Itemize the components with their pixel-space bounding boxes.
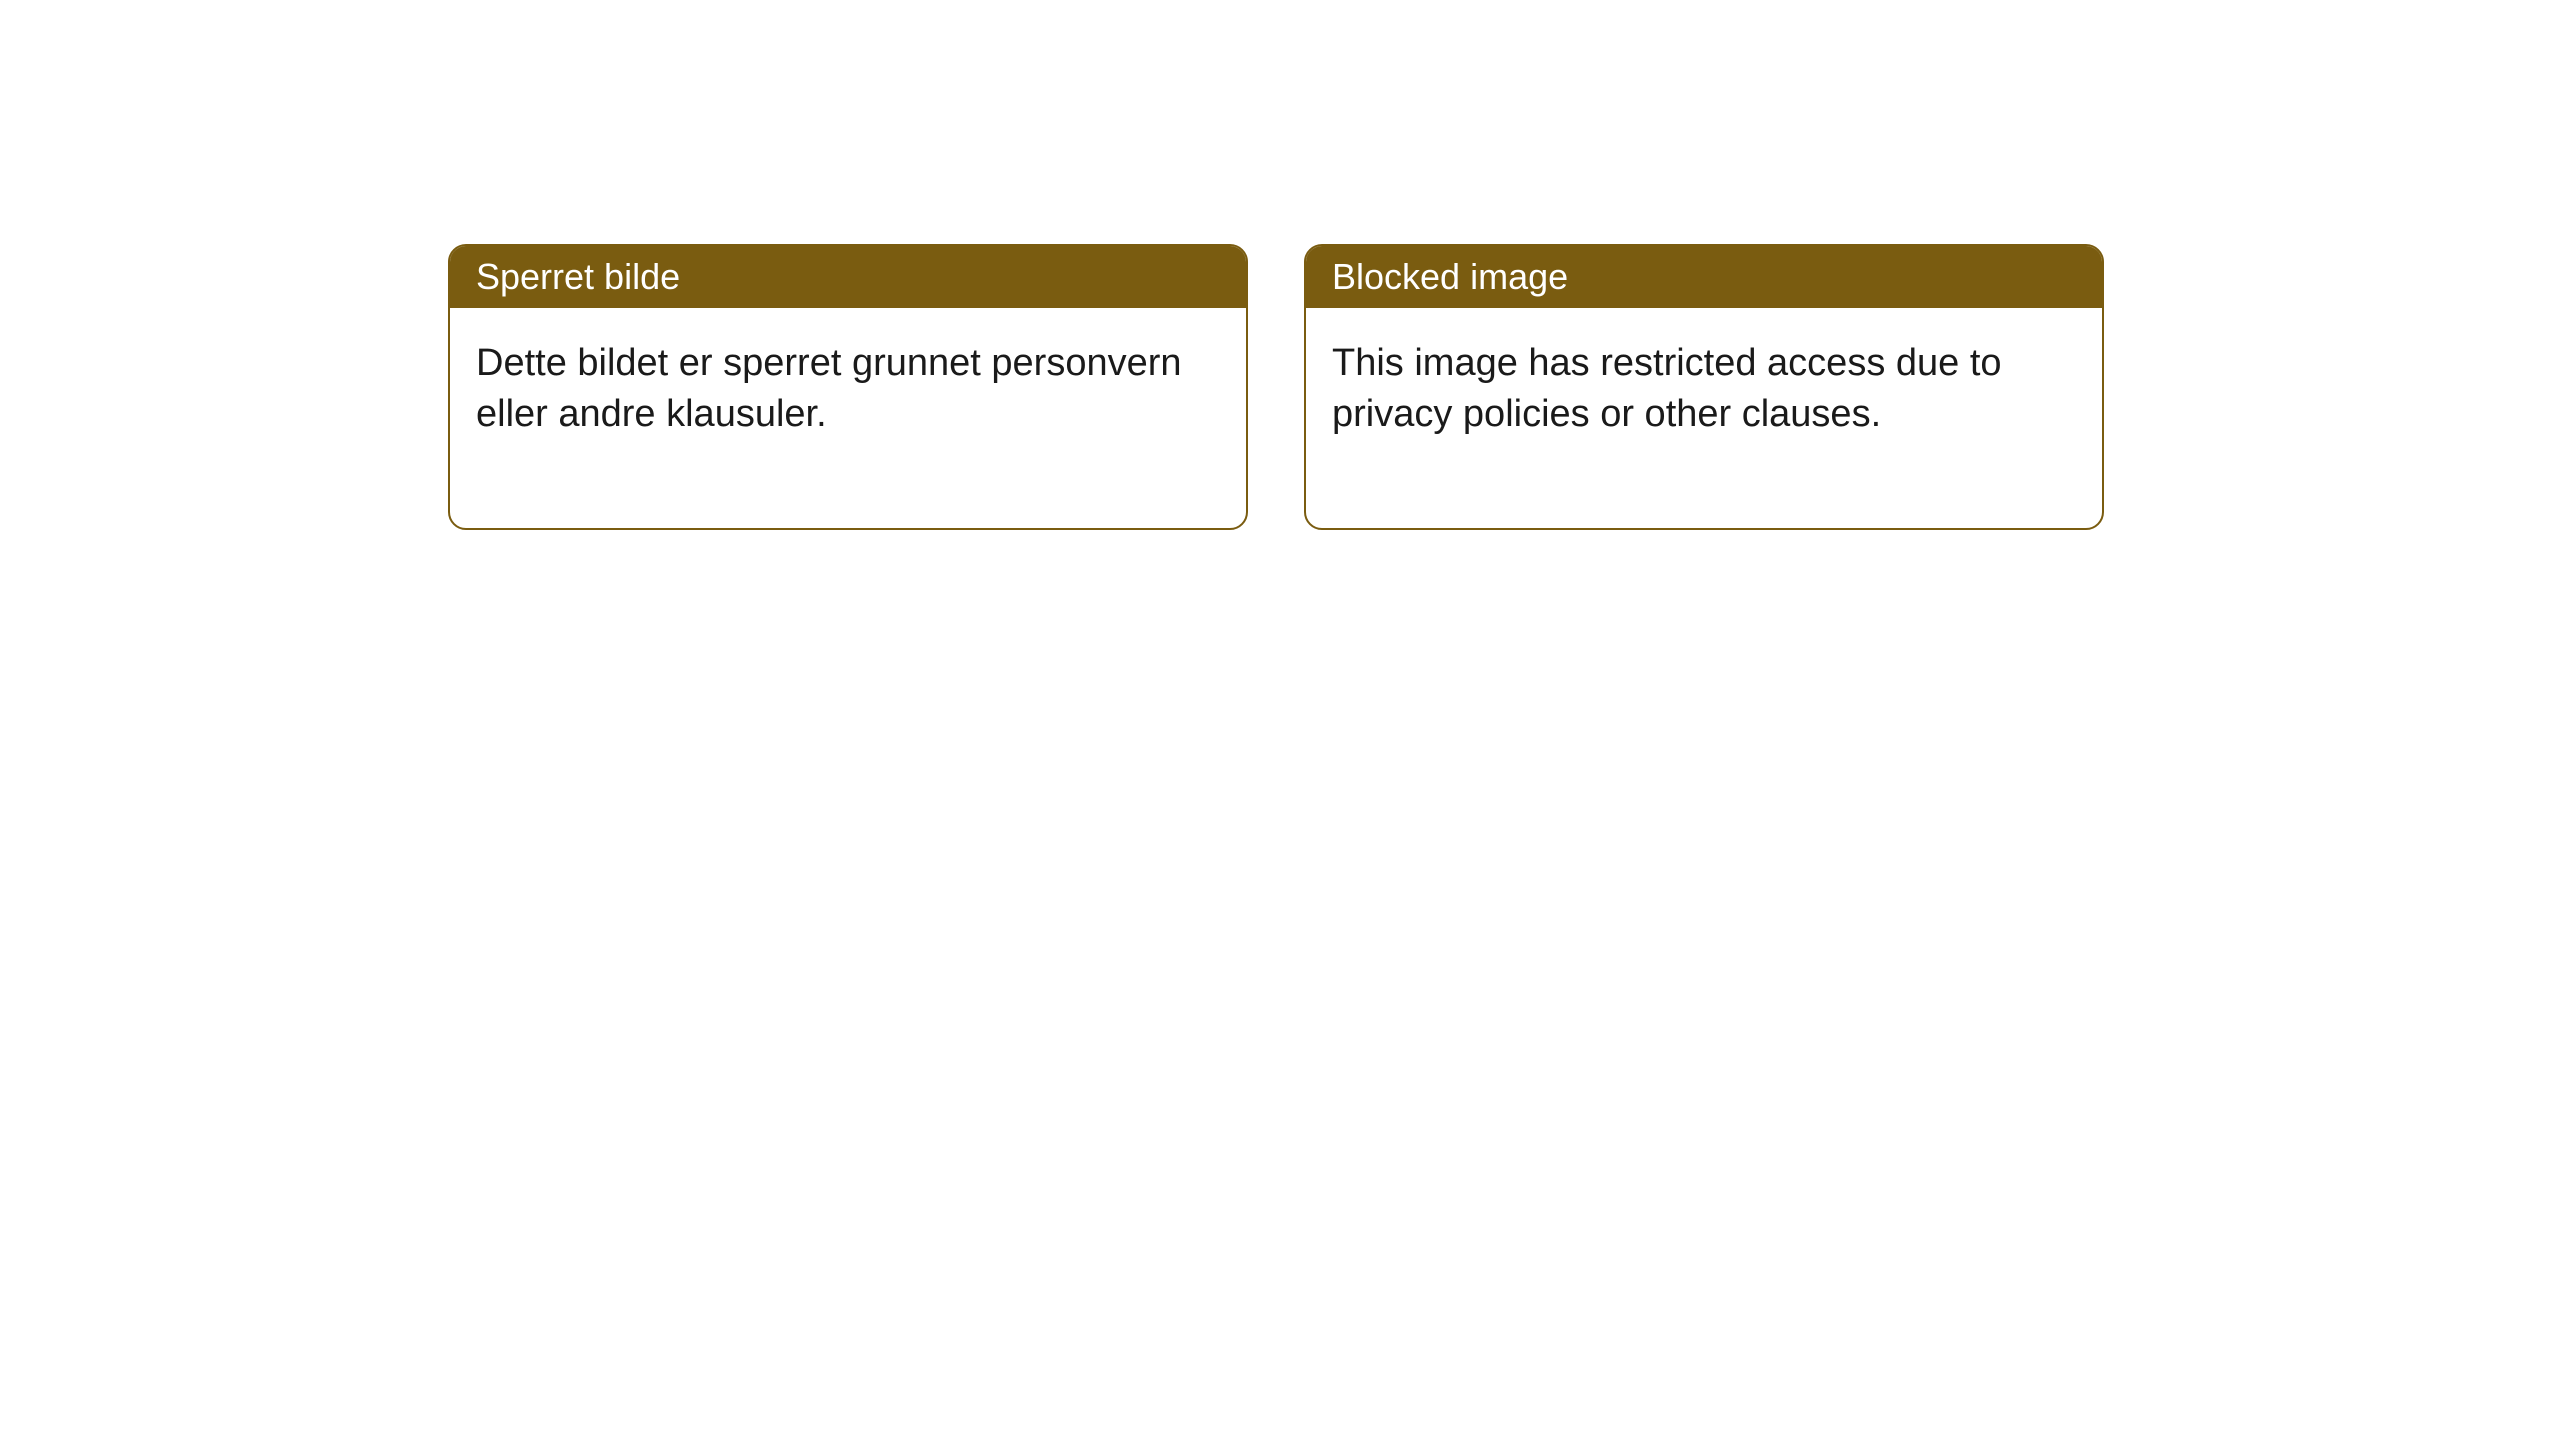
notice-title-norwegian: Sperret bilde — [476, 256, 680, 297]
notice-text-norwegian: Dette bildet er sperret grunnet personve… — [476, 342, 1182, 435]
notice-container: Sperret bilde Dette bildet er sperret gr… — [448, 244, 2104, 530]
notice-text-english: This image has restricted access due to … — [1332, 342, 2002, 435]
notice-card-english: Blocked image This image has restricted … — [1304, 244, 2104, 530]
notice-title-english: Blocked image — [1332, 256, 1568, 297]
notice-header-norwegian: Sperret bilde — [450, 246, 1246, 308]
notice-header-english: Blocked image — [1306, 246, 2102, 308]
notice-card-norwegian: Sperret bilde Dette bildet er sperret gr… — [448, 244, 1248, 530]
notice-body-norwegian: Dette bildet er sperret grunnet personve… — [450, 308, 1246, 528]
notice-body-english: This image has restricted access due to … — [1306, 308, 2102, 528]
